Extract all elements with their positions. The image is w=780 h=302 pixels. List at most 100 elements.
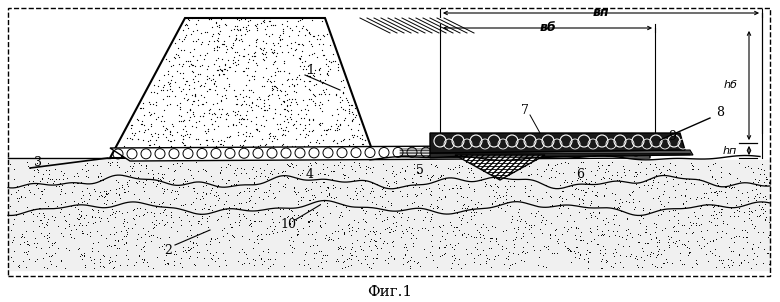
Point [261, 79, 274, 84]
Point [216, 93, 229, 98]
Point [187, 53, 200, 58]
Point [205, 77, 218, 82]
Point [399, 251, 411, 256]
Point [190, 243, 203, 247]
Point [438, 251, 450, 256]
Point [346, 253, 358, 258]
Point [421, 175, 434, 180]
Point [688, 182, 700, 187]
Point [215, 137, 227, 142]
Point [236, 88, 249, 93]
Point [120, 240, 133, 245]
Point [251, 233, 264, 238]
Point [218, 154, 231, 159]
Point [261, 193, 274, 198]
Point [259, 190, 271, 194]
Point [295, 116, 307, 121]
Point [93, 193, 105, 198]
Point [622, 192, 635, 197]
Point [494, 194, 506, 199]
Point [313, 42, 325, 47]
Point [56, 176, 69, 181]
Point [359, 179, 371, 184]
Point [486, 166, 498, 171]
Point [31, 256, 44, 261]
Point [15, 194, 27, 199]
Point [247, 51, 260, 56]
Point [514, 236, 526, 240]
Point [463, 185, 475, 189]
Point [264, 131, 276, 136]
Point [298, 64, 310, 69]
Point [118, 189, 130, 194]
Point [303, 53, 315, 57]
Point [561, 246, 573, 250]
Point [176, 248, 189, 253]
Point [294, 76, 307, 81]
Point [250, 103, 262, 108]
Point [421, 210, 434, 214]
Point [674, 251, 686, 256]
Point [71, 174, 83, 179]
Point [166, 153, 179, 157]
Point [8, 177, 20, 182]
Point [158, 242, 170, 247]
Point [73, 246, 85, 251]
Point [397, 255, 410, 260]
Point [282, 237, 295, 242]
Point [150, 138, 162, 143]
Point [232, 52, 245, 57]
Point [303, 128, 316, 133]
Point [236, 24, 249, 29]
Point [77, 199, 90, 204]
Point [441, 231, 453, 236]
Point [276, 31, 289, 36]
Point [551, 237, 564, 242]
Point [187, 200, 200, 205]
Point [154, 163, 166, 168]
Point [154, 236, 166, 241]
Point [239, 170, 252, 175]
Point [261, 225, 274, 230]
Point [194, 64, 207, 69]
Point [255, 21, 268, 25]
Point [597, 175, 610, 180]
Point [227, 121, 239, 126]
Point [673, 258, 686, 263]
Point [742, 199, 754, 204]
Point [338, 137, 350, 141]
Point [311, 138, 324, 143]
Point [172, 191, 184, 196]
Point [254, 165, 266, 170]
Point [531, 263, 544, 268]
Point [340, 98, 353, 103]
Point [303, 223, 315, 228]
Point [211, 24, 223, 28]
Point [40, 222, 52, 227]
Point [99, 192, 112, 197]
Point [356, 137, 368, 141]
Point [318, 236, 331, 241]
Point [166, 124, 179, 129]
Point [168, 146, 181, 151]
Point [159, 262, 172, 267]
Point [488, 199, 501, 204]
Point [399, 241, 412, 246]
Point [257, 98, 270, 103]
Point [580, 190, 592, 195]
Point [244, 88, 257, 93]
Point [450, 224, 463, 229]
Point [661, 200, 674, 204]
Point [745, 165, 757, 170]
Point [222, 161, 235, 166]
Point [280, 103, 292, 108]
Point [365, 236, 378, 241]
Point [648, 220, 661, 225]
Point [696, 212, 708, 217]
Point [236, 154, 249, 159]
Point [97, 264, 109, 268]
Point [83, 193, 96, 198]
Point [183, 245, 195, 250]
Point [94, 171, 106, 176]
Point [466, 205, 478, 210]
